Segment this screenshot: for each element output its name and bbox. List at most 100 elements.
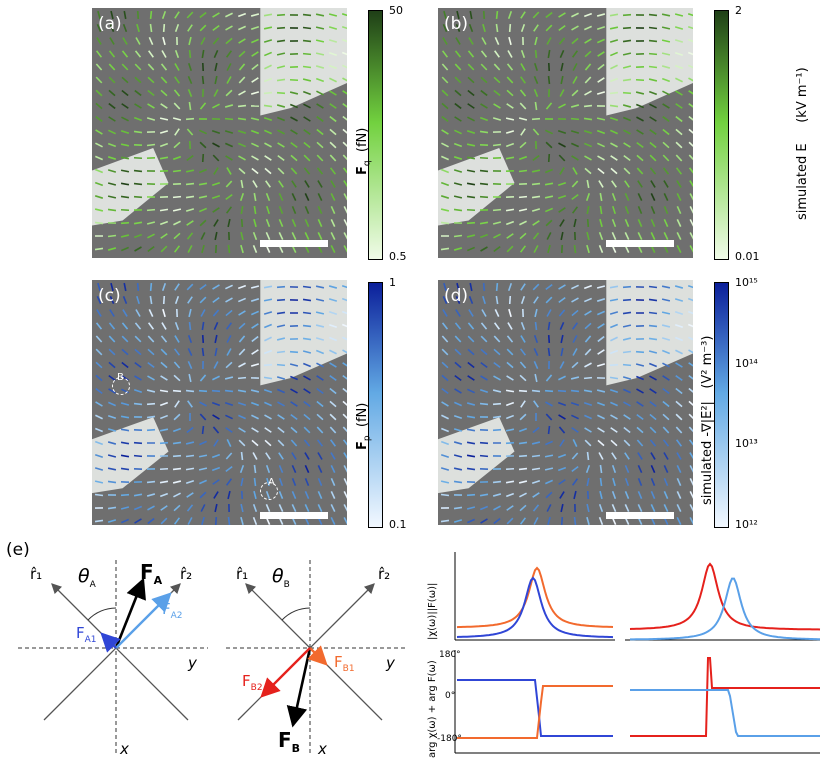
field-vector xyxy=(599,477,603,487)
field-vector xyxy=(160,361,168,369)
field-vector xyxy=(172,467,182,471)
field-vector xyxy=(264,439,272,447)
field-vector xyxy=(107,208,117,212)
field-vector xyxy=(121,116,129,122)
field-vector xyxy=(532,283,540,291)
field-vector xyxy=(454,102,462,110)
field-vector xyxy=(173,492,181,498)
field-vector xyxy=(148,50,154,58)
field-vector xyxy=(571,361,579,369)
field-vector xyxy=(599,218,603,228)
field-vector xyxy=(584,142,592,148)
field-vector xyxy=(278,504,284,512)
field-vector xyxy=(560,503,564,513)
field-vector xyxy=(571,142,579,148)
field-vector xyxy=(317,232,323,240)
field-vector xyxy=(557,194,567,200)
field-vector xyxy=(648,298,658,302)
field-vector xyxy=(341,25,347,30)
field-vector xyxy=(146,143,156,147)
field-vector xyxy=(597,142,605,148)
field-vector xyxy=(160,517,168,525)
field-vector xyxy=(480,89,488,97)
field-vector xyxy=(662,128,670,136)
field-vector xyxy=(546,504,552,512)
field-vector xyxy=(440,467,450,471)
field-vector xyxy=(531,117,541,121)
field-vector xyxy=(278,219,284,227)
field-vector xyxy=(571,25,579,31)
field-vector xyxy=(160,89,168,97)
field-vector xyxy=(518,454,528,458)
field-vector xyxy=(186,232,194,240)
field-vector xyxy=(238,142,246,148)
field-vector xyxy=(212,375,220,381)
field-vector xyxy=(302,324,312,328)
field-vector xyxy=(519,348,527,356)
field-vector xyxy=(492,208,502,212)
field-vector xyxy=(648,324,658,328)
field-vector xyxy=(520,335,526,343)
field-vector xyxy=(637,232,643,240)
field-vector xyxy=(146,117,156,121)
field-vector xyxy=(441,155,449,161)
field-vector xyxy=(330,219,336,227)
field-vector xyxy=(108,129,116,135)
field-vector xyxy=(648,13,658,17)
field-vector xyxy=(187,88,193,98)
field-vector xyxy=(94,221,104,225)
field-vector xyxy=(304,504,310,512)
vector-field-b xyxy=(438,8,693,254)
field-vector xyxy=(134,103,142,109)
field-vector xyxy=(213,322,219,330)
field-vector xyxy=(442,24,448,32)
field-vector xyxy=(108,63,116,71)
field-vector xyxy=(676,478,682,486)
field-vector xyxy=(570,117,580,121)
field-vector xyxy=(290,129,298,135)
field-vector xyxy=(520,321,526,331)
field-vector xyxy=(453,156,463,160)
field-vector xyxy=(466,156,476,160)
field-vector xyxy=(507,282,513,292)
field-vector xyxy=(95,129,103,135)
field-vector xyxy=(120,130,130,134)
field-vector xyxy=(480,103,488,109)
field-vector xyxy=(159,208,169,212)
field-vector xyxy=(330,504,336,512)
field-vector xyxy=(559,361,565,369)
field-vector xyxy=(520,76,526,84)
field-vector xyxy=(238,167,246,175)
field-vector xyxy=(454,361,462,369)
field-vector xyxy=(290,154,298,162)
field-vector xyxy=(493,233,501,239)
field-vector xyxy=(533,24,539,32)
field-vector xyxy=(121,103,129,109)
label-theta-a: θA xyxy=(78,565,96,590)
field-vector xyxy=(649,116,657,122)
field-vector xyxy=(688,387,693,393)
field-vector xyxy=(343,193,347,201)
field-vector xyxy=(661,52,671,56)
scale-bar-d xyxy=(606,512,674,519)
field-vector xyxy=(467,246,475,252)
field-vector xyxy=(558,142,566,148)
field-vector xyxy=(441,142,449,148)
field-vector xyxy=(133,441,143,445)
field-vector xyxy=(225,452,233,460)
field-vector xyxy=(148,309,154,317)
field-vector xyxy=(466,402,476,406)
field-vector xyxy=(663,465,669,473)
field-vector xyxy=(343,478,347,486)
field-vector xyxy=(123,10,127,20)
field-vector xyxy=(265,180,271,188)
field-vector xyxy=(557,130,567,134)
field-vector xyxy=(545,207,553,213)
field-vector xyxy=(341,285,347,289)
field-vector xyxy=(134,76,142,84)
field-vector xyxy=(134,518,142,524)
field-vector xyxy=(212,207,220,213)
field-vector xyxy=(676,193,682,201)
field-vector xyxy=(455,296,461,304)
field-vector xyxy=(440,195,450,199)
